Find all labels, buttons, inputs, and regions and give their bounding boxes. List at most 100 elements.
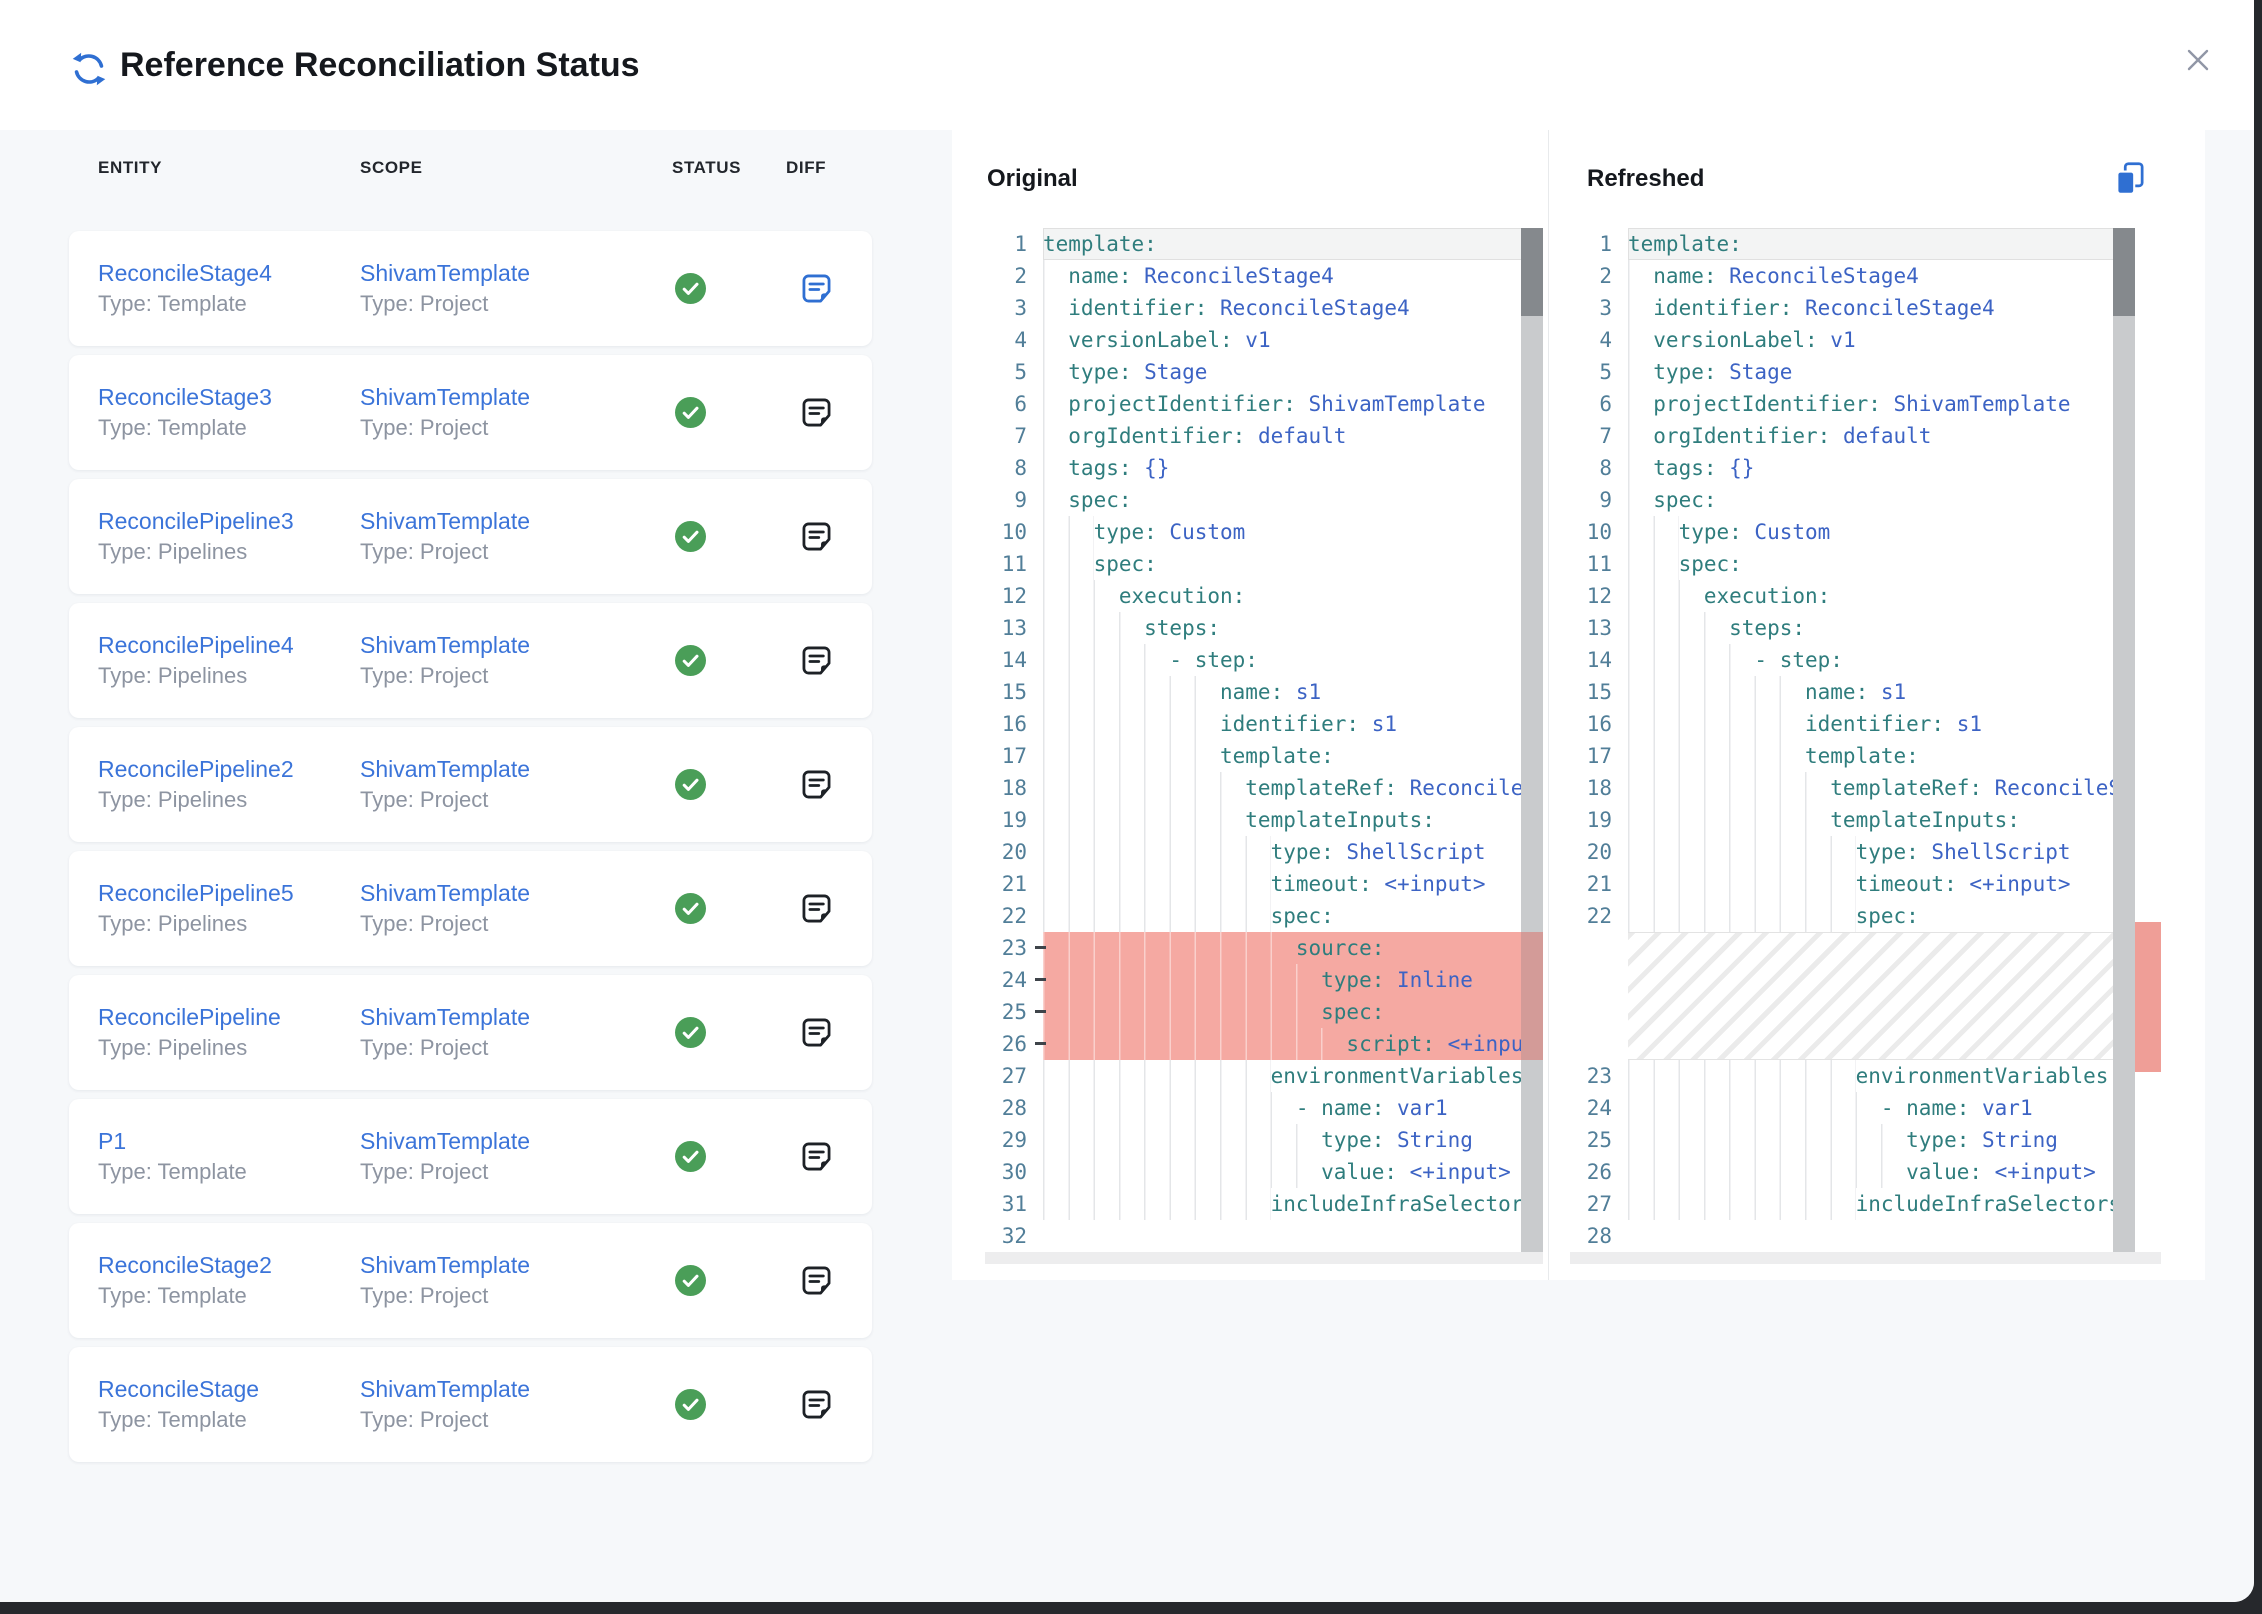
code-line: 13 steps: (985, 612, 1543, 644)
code-line: 24- name: var1 (1570, 1092, 2113, 1124)
entity-link[interactable]: ReconcilePipeline4 (98, 632, 294, 659)
line-number: 16 (1586, 712, 1612, 736)
code-line: 24 type: Inline (985, 964, 1543, 996)
line-number: 21 (1586, 872, 1612, 896)
copy-icon[interactable] (2111, 160, 2149, 198)
code-line: 1 template: (1570, 228, 2113, 260)
note-icon[interactable] (799, 1015, 834, 1050)
code-line: 5 type: Stage (1570, 356, 2113, 388)
line-number: 25 (985, 996, 1046, 1028)
line-number: 21 (1001, 872, 1027, 896)
line-number: 18 (1001, 776, 1027, 800)
scope-link[interactable]: ShivamTemplate (360, 1376, 531, 1403)
entity-link[interactable]: ReconcilePipeline5 (98, 880, 294, 907)
line-number: 28 (1001, 1096, 1027, 1120)
note-icon[interactable] (799, 1387, 834, 1422)
refreshed-scrollbar-track[interactable] (2113, 228, 2135, 1252)
line-number: 10 (1001, 520, 1027, 544)
note-icon[interactable] (799, 395, 834, 430)
entity-link[interactable]: ReconcileStage3 (98, 384, 272, 411)
entity-link[interactable]: ReconcileStage4 (98, 260, 272, 287)
note-icon[interactable] (799, 767, 834, 802)
code-line: 20 type: ShellScript (1570, 836, 2113, 868)
note-icon[interactable] (799, 1139, 834, 1174)
code-line: 21 timeout: <+input> (1570, 868, 2113, 900)
note-icon[interactable] (799, 643, 834, 678)
scope-link[interactable]: ShivamTemplate (360, 632, 531, 659)
code-line: 28- name: var1 (985, 1092, 1543, 1124)
code-line: 11 spec: (1570, 548, 2113, 580)
note-icon[interactable] (799, 271, 834, 306)
close-icon[interactable] (2178, 40, 2218, 80)
scope-type: Type: Project (360, 786, 489, 812)
scope-type: Type: Project (360, 538, 489, 564)
code-line: 2 name: ReconcileStage4 (1570, 260, 2113, 292)
table-row: ReconcilePipeline4 Type: Pipelines Shiva… (69, 603, 872, 718)
code-line: 3 identifier: ReconcileStage4 (1570, 292, 2113, 324)
scope-type: Type: Project (360, 1158, 489, 1184)
refreshed-code-editor[interactable]: 1 template: 2 name: ReconcileStage4 3 identif… (1570, 228, 2161, 1264)
code-line: 4 versionLabel: v1 (1570, 324, 2113, 356)
entity-type: Type: Pipelines (98, 662, 248, 688)
line-number: 11 (1001, 552, 1027, 576)
original-hscrollbar[interactable] (985, 1252, 1543, 1264)
reconcile-table: ENTITY SCOPE STATUS DIFF ReconcileStage4… (0, 130, 952, 1602)
scrollbar-thumb[interactable] (2113, 228, 2135, 316)
entity-link[interactable]: ReconcileStage2 (98, 1252, 272, 1279)
line-number: 7 (1014, 424, 1027, 448)
note-icon[interactable] (799, 519, 834, 554)
scope-link[interactable]: ShivamTemplate (360, 384, 531, 411)
entity-link[interactable]: ReconcileStage (98, 1376, 260, 1403)
line-number: 18 (1586, 776, 1612, 800)
check-circle-icon (675, 397, 706, 428)
line-number: 20 (1001, 840, 1027, 864)
line-number: 16 (1001, 712, 1027, 736)
line-number: 1 (1014, 232, 1027, 256)
entity-link[interactable]: ReconcilePipeline2 (98, 756, 294, 783)
scope-cell: ShivamTemplate Type: Project (360, 1223, 610, 1338)
scope-link[interactable]: ShivamTemplate (360, 260, 531, 287)
code-line: 12 execution: (985, 580, 1543, 612)
refreshed-hscrollbar[interactable] (1570, 1252, 2161, 1264)
code-line: 10 type: Custom (985, 516, 1543, 548)
code-line: 10 type: Custom (1570, 516, 2113, 548)
scope-cell: ShivamTemplate Type: Project (360, 479, 610, 594)
table-row: ReconcilePipeline2 Type: Pipelines Shiva… (69, 727, 872, 842)
check-circle-icon (675, 893, 706, 924)
code-line: 26 script: <+input> (985, 1028, 1543, 1060)
scope-link[interactable]: ShivamTemplate (360, 1252, 531, 1279)
entity-link[interactable]: ReconcilePipeline (98, 1004, 281, 1031)
deleted-lines-placeholder (1628, 932, 2113, 1060)
line-number: 8 (1014, 456, 1027, 480)
scope-type: Type: Project (360, 1282, 489, 1308)
scope-link[interactable]: ShivamTemplate (360, 756, 531, 783)
code-line: 16 identifier: s1 (1570, 708, 2113, 740)
entity-type: Type: Template (98, 290, 247, 316)
note-icon[interactable] (799, 1263, 834, 1298)
scope-link[interactable]: ShivamTemplate (360, 880, 531, 907)
entity-link[interactable]: P1 (98, 1128, 127, 1155)
scope-cell: ShivamTemplate Type: Project (360, 727, 610, 842)
code-line: 29 type: String (985, 1124, 1543, 1156)
code-line: 2 name: ReconcileStage4 (985, 260, 1543, 292)
code-line: 25 type: String (1570, 1124, 2113, 1156)
entity-type: Type: Template (98, 1406, 247, 1432)
original-scrollbar-track[interactable] (1521, 228, 1543, 1252)
line-number: 9 (1014, 488, 1027, 512)
entity-link[interactable]: ReconcilePipeline3 (98, 508, 294, 535)
line-number: 17 (1001, 744, 1027, 768)
line-number: 31 (1001, 1192, 1027, 1216)
removed-line-marker (1035, 978, 1046, 981)
scrollbar-thumb[interactable] (1521, 228, 1543, 316)
entity-cell: ReconcilePipeline5 Type: Pipelines (98, 851, 348, 966)
line-number: 22 (1001, 904, 1027, 928)
line-number: 17 (1586, 744, 1612, 768)
original-code-editor[interactable]: 1 template: 2 name: ReconcileStage4 3 identif… (985, 228, 1543, 1264)
scope-link[interactable]: ShivamTemplate (360, 508, 531, 535)
scope-link[interactable]: ShivamTemplate (360, 1128, 531, 1155)
diff-panels: Original Refreshed 1 template: 2 name: Reco… (952, 130, 2205, 1280)
note-icon[interactable] (799, 891, 834, 926)
scope-link[interactable]: ShivamTemplate (360, 1004, 531, 1031)
